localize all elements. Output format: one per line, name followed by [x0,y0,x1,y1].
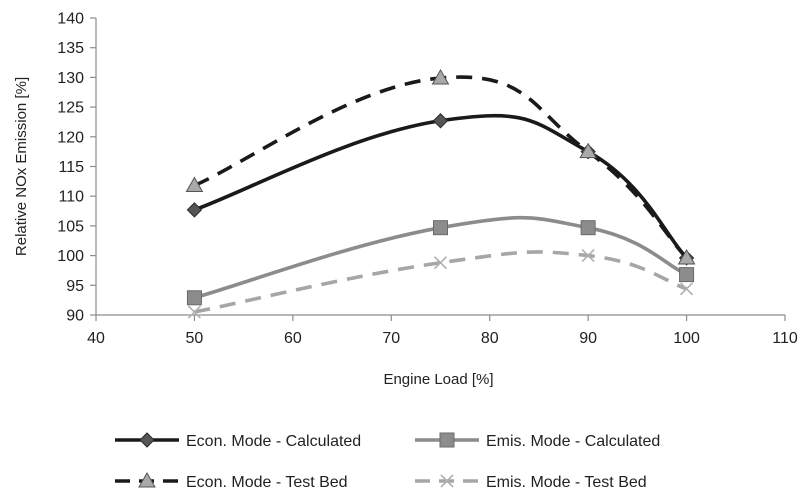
y-tick-label: 140 [57,11,84,28]
data-point [431,68,450,85]
y-tick-label: 130 [57,70,84,87]
legend-label: Econ. Mode - Calculated [186,433,361,450]
x-tick-label: 100 [673,330,700,347]
data-point [581,249,595,263]
legend-label: Emis. Mode - Calculated [486,433,660,450]
y-tick-label: 115 [58,159,84,176]
legend: Econ. Mode - Calculated Emis. Mode - Calc… [115,432,660,491]
legend-item: Emis. Mode - Test Bed [415,474,647,491]
x-tick-label: 80 [481,330,499,347]
series-line [193,215,688,300]
x-tick-label: 70 [382,330,400,347]
series-4 [187,249,694,319]
data-point [679,267,695,283]
data-point [433,220,448,236]
y-tick-label: 95 [66,278,84,295]
legend-label: Econ. Mode - Test Bed [186,474,348,491]
legend-marker [439,432,455,448]
legend-label: Emis. Mode - Test Bed [486,474,647,491]
series-line [194,250,688,314]
x-tick-label: 110 [772,330,798,347]
data-point [680,282,694,296]
y-tick-label: 100 [57,248,84,265]
y-tick-label: 110 [58,189,84,206]
data-point [185,176,204,193]
legend-marker [138,471,156,488]
data-point [187,305,201,319]
series-1 [186,113,695,266]
x-tick-label: 40 [87,330,105,347]
legend-item: Econ. Mode - Test Bed [115,471,348,491]
y-tick-label: 120 [57,129,84,146]
x-tick-label: 60 [284,330,302,347]
y-tick-label: 125 [57,100,84,117]
data-point [579,142,598,159]
legend-marker [440,474,454,488]
series-line [193,75,688,260]
y-tick-label: 105 [57,218,84,235]
data-point [677,248,696,265]
y-tick-label: 90 [66,308,84,325]
y-axis-title: Relative NOx Emission [%] [13,77,30,256]
legend-item: Econ. Mode - Calculated [115,432,361,450]
x-axis-title: Engine Load [%] [383,371,493,388]
series-2 [186,215,695,306]
series-line [193,113,688,260]
axes: 90 95 100 105 110 115 120 125 130 135 140 40 50 60 70 8… [13,11,798,389]
series-layer [185,68,696,319]
legend-marker [139,432,155,448]
data-point [580,220,596,236]
data-point [432,113,449,129]
y-tick-label: 135 [57,40,84,57]
legend-item: Emis. Mode - Calculated [415,432,660,450]
series-3 [185,68,696,265]
x-tick-label: 50 [186,330,204,347]
data-point [186,202,203,218]
data-point [186,290,202,306]
data-point [433,256,448,270]
x-tick-label: 90 [579,330,597,347]
